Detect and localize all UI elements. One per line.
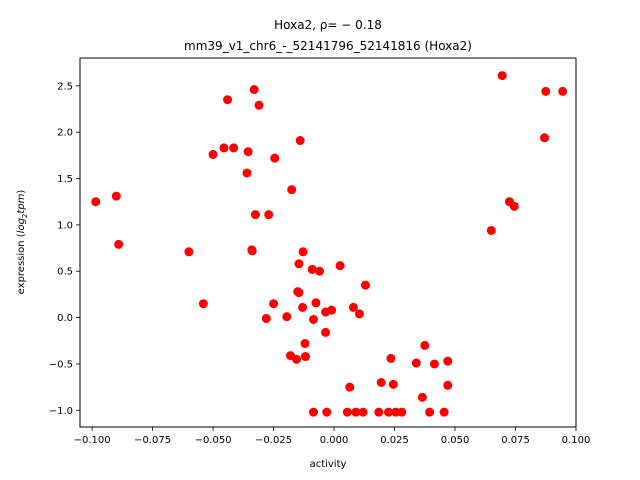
data-point	[342, 407, 352, 417]
data-point	[541, 86, 551, 96]
data-point	[292, 354, 302, 364]
y-axis-label-subscript: 2	[21, 214, 29, 218]
data-point	[322, 407, 332, 417]
plot-area-frame	[79, 57, 577, 428]
data-point	[223, 95, 233, 105]
data-point	[321, 327, 331, 337]
data-points	[91, 71, 568, 417]
y-tick-label: 0.0	[57, 313, 73, 324]
data-point	[425, 407, 435, 417]
data-point	[315, 266, 325, 276]
data-point	[229, 143, 239, 153]
data-point	[300, 352, 310, 362]
data-point	[429, 359, 439, 369]
x-axis-ticks: −0.100 −0.075 −0.050 −0.025 0.000 0.025 0.050 0…	[74, 427, 591, 446]
x-tick-label: 0.100	[562, 435, 591, 446]
data-point	[354, 309, 364, 319]
data-point	[345, 382, 355, 392]
data-point	[361, 280, 371, 290]
y-tick-label: −1.0	[49, 406, 73, 417]
data-point	[91, 197, 101, 207]
data-point	[420, 340, 430, 350]
data-point	[198, 299, 208, 309]
data-point	[294, 288, 304, 298]
data-point	[411, 358, 421, 368]
data-point	[509, 201, 519, 211]
x-tick-label: 0.025	[380, 435, 409, 446]
data-point	[358, 407, 368, 417]
y-axis-label-prefix: expression (	[16, 233, 27, 294]
chart-title-line1: Hoxa2, ρ= − 0.18	[274, 18, 382, 32]
data-point	[294, 259, 304, 269]
data-point	[184, 247, 194, 257]
data-point	[298, 302, 308, 312]
y-axis-label-suffix: )	[16, 190, 27, 194]
data-point	[308, 407, 318, 417]
data-point	[300, 339, 310, 349]
data-point	[443, 380, 453, 390]
data-point	[242, 168, 252, 178]
data-point	[269, 299, 279, 309]
y-tick-label: 2.0	[57, 128, 73, 139]
data-point	[311, 298, 321, 308]
x-tick-label: −0.075	[134, 435, 171, 446]
data-point	[497, 71, 507, 81]
data-point	[307, 264, 317, 274]
y-tick-label: −0.5	[49, 359, 73, 370]
data-point	[439, 407, 449, 417]
y-axis-label-math: log	[16, 218, 27, 233]
data-point	[348, 302, 358, 312]
x-tick-label: −0.100	[74, 435, 111, 446]
data-point	[327, 305, 337, 315]
data-point	[114, 239, 124, 249]
data-point	[376, 377, 386, 387]
data-point	[261, 314, 271, 324]
data-point	[386, 353, 396, 363]
data-point	[351, 407, 361, 417]
data-point	[243, 147, 253, 157]
data-point	[558, 86, 568, 96]
x-axis-label: activity	[310, 459, 347, 470]
data-point	[374, 407, 384, 417]
data-point	[254, 100, 264, 110]
data-point	[249, 85, 259, 95]
data-point	[247, 246, 257, 256]
x-tick-label: 0.075	[501, 435, 530, 446]
y-tick-label: 1.0	[57, 220, 73, 231]
data-point	[264, 210, 274, 220]
data-point	[250, 210, 260, 220]
data-point	[295, 136, 305, 146]
y-tick-label: 2.5	[57, 81, 73, 92]
data-point	[219, 143, 229, 153]
x-tick-label: −0.050	[195, 435, 232, 446]
y-axis-label-math2: tpm	[16, 193, 27, 213]
y-axis-ticks: −1.0 −0.5 0.0 0.5 1.0 1.5 2.0 2.5	[49, 81, 80, 417]
data-point	[540, 133, 550, 143]
data-point	[397, 407, 407, 417]
y-tick-label: 1.5	[57, 174, 73, 185]
data-point	[111, 191, 121, 201]
data-point	[282, 312, 292, 322]
data-point	[270, 153, 280, 163]
data-point	[287, 185, 297, 195]
x-tick-label: 0.000	[320, 435, 349, 446]
data-point	[417, 392, 427, 402]
x-tick-label: 0.050	[441, 435, 470, 446]
chart-title-line2: mm39_v1_chr6_-_52141796_52141816 (Hoxa2)	[184, 39, 472, 53]
data-point	[208, 149, 218, 159]
y-tick-label: 0.5	[57, 267, 73, 278]
data-point	[298, 247, 308, 257]
y-axis-label: expression (log2tpm)	[16, 190, 29, 295]
data-point	[388, 379, 398, 389]
data-point	[308, 314, 318, 324]
data-point	[443, 356, 453, 366]
data-point	[486, 225, 496, 235]
x-tick-label: −0.025	[255, 435, 292, 446]
data-point	[383, 407, 393, 417]
data-point	[335, 261, 345, 271]
